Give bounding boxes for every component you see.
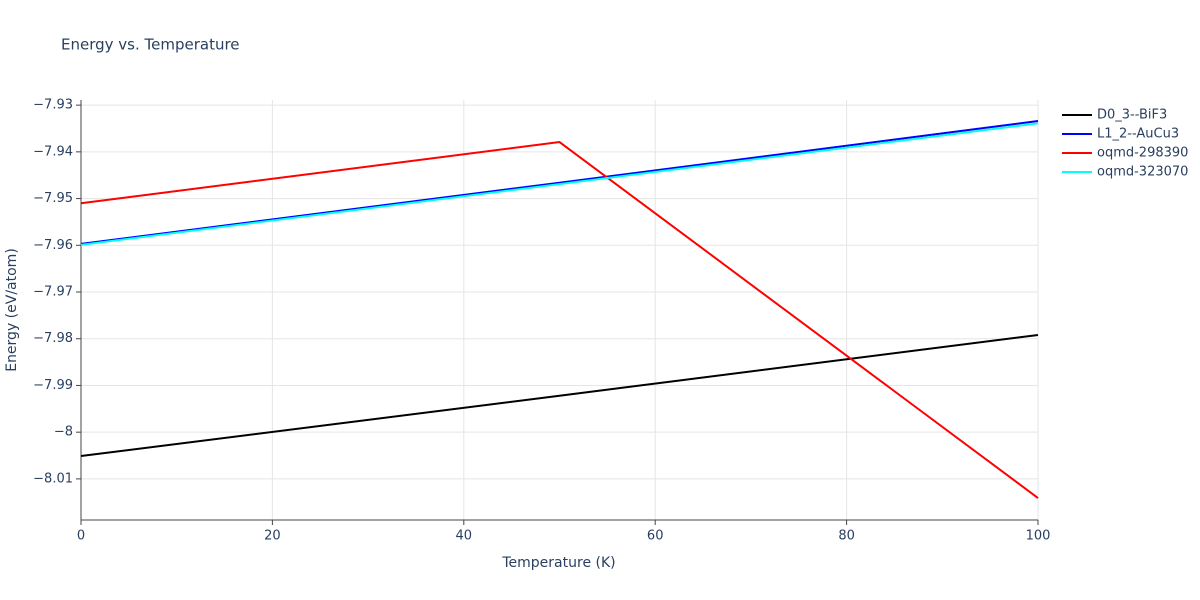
- y-tick-label: −7.96: [33, 238, 73, 253]
- y-tick-label: −7.97: [33, 285, 73, 300]
- x-axis-label: Temperature (K): [501, 555, 615, 571]
- y-tick-label: −8: [54, 425, 73, 440]
- y-tick-label: −8.01: [33, 471, 73, 486]
- x-tick-label: 20: [264, 529, 281, 544]
- series-line: [80, 141, 1039, 499]
- x-tick-label: 0: [77, 529, 85, 544]
- chart-title: Energy vs. Temperature: [61, 36, 240, 54]
- y-axis-label: Energy (eV/atom): [4, 248, 20, 372]
- x-tick-label: 40: [456, 529, 473, 544]
- y-tick-label: −7.93: [33, 98, 73, 113]
- series-line: [80, 120, 1039, 245]
- legend-label: oqmd-323070: [1097, 165, 1188, 180]
- x-tick-label: 100: [1026, 529, 1051, 544]
- y-tick-label: −7.95: [33, 191, 73, 206]
- series-line: [80, 334, 1039, 457]
- x-tick-label: 60: [647, 529, 664, 544]
- y-tick-label: −7.99: [33, 378, 73, 393]
- y-tick-label: −7.98: [33, 331, 73, 346]
- series-line: [80, 122, 1039, 246]
- legend-label: oqmd-298390: [1097, 146, 1188, 161]
- legend-label: D0_3--BiF3: [1097, 108, 1167, 123]
- y-tick-label: −7.94: [33, 144, 73, 159]
- legend-label: L1_2--AuCu3: [1097, 127, 1179, 142]
- x-tick-label: 80: [838, 529, 855, 544]
